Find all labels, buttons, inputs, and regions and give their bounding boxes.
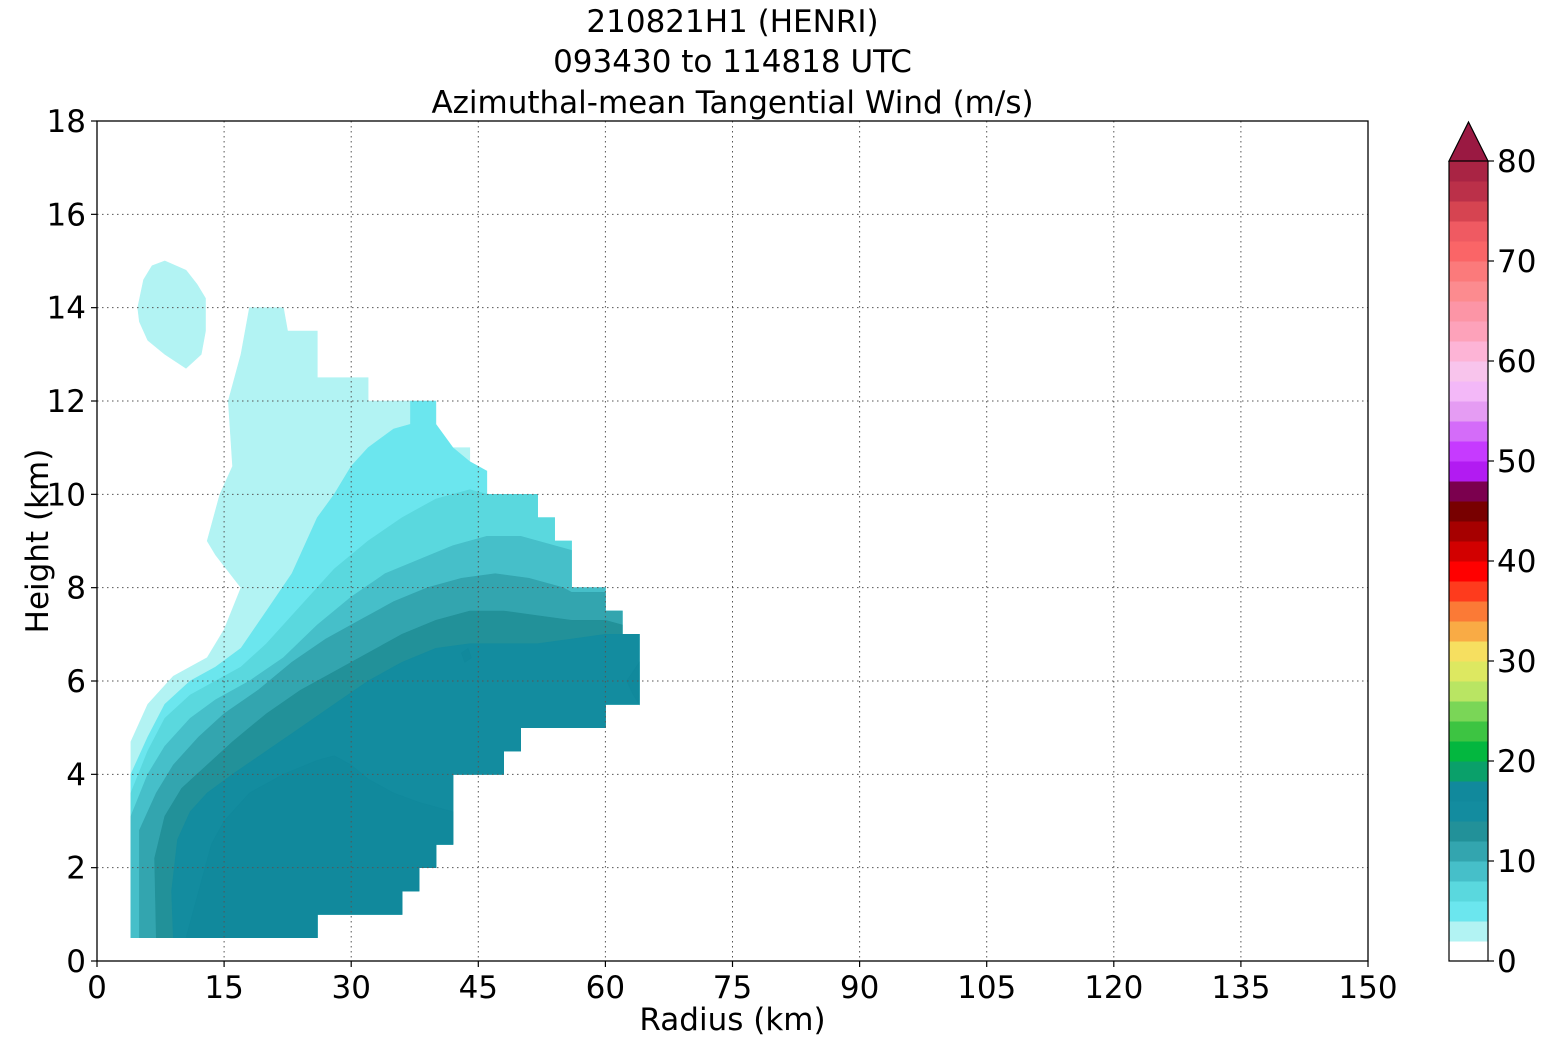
colorbar: 0 10 20 30 40 50 60 70 80 [1448,120,1536,980]
chart-title-line-3: Azimuthal-mean Tangential Wind (m/s) [431,85,1034,121]
colorbar-segment [1449,541,1488,562]
colorbar-tick-label: 80 [1497,144,1536,180]
colorbar-tick-label: 50 [1497,444,1536,480]
y-tick-label: 8 [66,571,86,607]
x-axis-label: Radius (km) [639,1002,825,1038]
x-tick-label: 75 [713,970,752,1006]
colorbar-segment [1449,921,1488,942]
x-tick-label: 15 [204,970,243,1006]
x-tick-label: 135 [1211,970,1270,1006]
x-tick-label: 150 [1338,970,1397,1006]
colorbar-segment [1449,721,1488,742]
colorbar-segment [1449,481,1488,502]
x-tick-label: 0 [87,970,107,1006]
colorbar-segment [1449,281,1488,302]
colorbar-segment [1449,401,1488,422]
colorbar-segment [1449,441,1488,462]
colorbar-tick-label: 60 [1497,344,1536,380]
colorbar-extend-arrow [1448,120,1489,162]
x-tick-label: 120 [1084,970,1143,1006]
colorbar-segment [1449,601,1488,622]
colorbar-segment [1449,321,1488,342]
colorbar-segment [1449,501,1488,522]
chart-title-line-2: 093430 to 114818 UTC [553,44,912,80]
colorbar-segment [1449,361,1488,382]
colorbar-segment [1449,521,1488,542]
contour-fill-2-1 [137,260,206,369]
colorbar-segment [1449,381,1488,402]
x-tick-label: 30 [331,970,370,1006]
colorbar-segment [1449,621,1488,642]
y-tick-label: 16 [47,197,86,233]
y-tick-label: 14 [47,291,86,327]
y-tick-label: 4 [66,757,86,793]
colorbar-segment [1449,261,1488,282]
colorbar-segment [1449,661,1488,682]
contour-fills [130,260,640,939]
colorbar-segment [1449,221,1488,242]
contour-fill-16-0 [185,755,454,939]
colorbar-tick-label: 20 [1497,744,1536,780]
y-tick-label: 10 [47,477,86,513]
x-axis-ticks: 0 15 30 45 60 75 90 105 120 135 150 [87,961,1398,1006]
y-tick-label: 18 [47,104,86,140]
contour-fill-16-1 [626,661,640,706]
colorbar-segment [1449,781,1488,802]
y-tick-label: 2 [66,851,86,887]
colorbar-segment [1449,341,1488,362]
y-tick-label: 6 [66,664,86,700]
x-tick-label: 90 [840,970,879,1006]
colorbar-segment [1449,681,1488,702]
y-tick-label: 12 [47,384,86,420]
colorbar-segment [1449,181,1488,202]
contour-fill-16-2 [461,647,472,663]
colorbar-segment [1449,881,1488,902]
colorbar-segment [1449,741,1488,762]
x-tick-label: 105 [957,970,1016,1006]
y-axis-label: Height (km) [20,449,56,634]
colorbar-segment [1449,561,1488,582]
colorbar-segment [1449,701,1488,722]
colorbar-segment [1449,821,1488,842]
chart-title-line-1: 210821H1 (HENRI) [586,4,879,40]
colorbar-tick-label: 0 [1497,944,1517,980]
colorbar-tick-label: 10 [1497,844,1536,880]
x-tick-label: 45 [459,970,498,1006]
colorbar-tick-label: 40 [1497,544,1536,580]
colorbar-segment [1449,861,1488,882]
colorbar-segment [1449,301,1488,322]
colorbar-segment [1449,421,1488,442]
colorbar-segment [1449,841,1488,862]
colorbar-segment [1449,761,1488,782]
colorbar-segment [1449,941,1488,962]
colorbar-segment [1449,641,1488,662]
colorbar-tick-label: 30 [1497,644,1536,680]
y-axis-ticks: 0 2 4 6 8 10 12 14 16 18 [47,104,97,980]
colorbar-segment [1449,161,1488,182]
colorbar-segment [1449,581,1488,602]
colorbar-segment [1449,461,1488,482]
colorbar-segment [1449,801,1488,822]
y-tick-label: 0 [66,944,86,980]
x-tick-label: 60 [586,970,625,1006]
colorbar-segment [1449,241,1488,262]
grid-lines [97,121,1368,961]
colorbar-segment [1449,201,1488,222]
colorbar-segment [1449,901,1488,922]
colorbar-tick-label: 70 [1497,244,1536,280]
